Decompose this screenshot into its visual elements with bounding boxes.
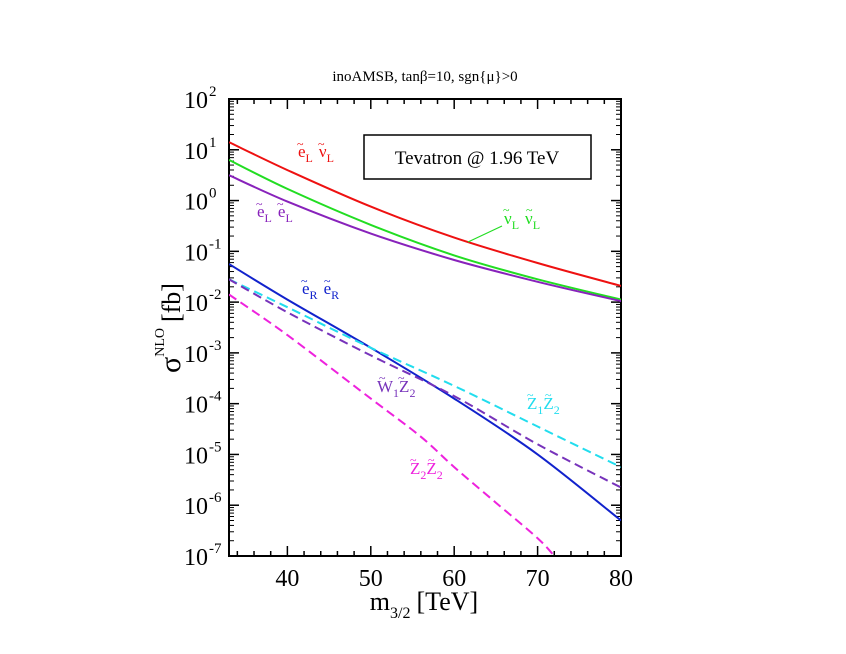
y-tick-label: 10	[184, 494, 208, 520]
series-curves	[229, 141, 621, 556]
svg-text:~: ~	[277, 197, 284, 211]
series-line-er-er	[229, 263, 621, 522]
label-Z2-Z2: Z2Z2 ~ ~	[410, 453, 443, 482]
svg-text:~: ~	[301, 274, 308, 288]
label-eL-eL: eL eL ~ ~	[256, 197, 293, 225]
svg-text:~: ~	[398, 371, 405, 385]
y-tick-exponent: -5	[209, 439, 222, 455]
pointer-nuL-nuL	[467, 225, 503, 243]
y-tick-exponent: -7	[209, 541, 222, 557]
x-tick-label: 40	[275, 566, 299, 592]
y-tick-label: 10	[184, 443, 208, 469]
y-tick-exponent: 0	[209, 186, 217, 202]
y-tick-exponent: -6	[209, 490, 222, 506]
series-line-w1-z2	[229, 278, 621, 489]
series-line-z1-z2	[229, 278, 621, 469]
label-W1-Z2: W1Z2 ~ ~	[377, 371, 415, 400]
x-tick-label: 50	[359, 566, 383, 592]
x-axis-label: m3/2 [TeV]	[370, 587, 478, 622]
y-tick-exponent: -1	[209, 236, 222, 252]
y-axis-label: σNLO[fb]	[153, 283, 187, 373]
label-eL-nuL-a: e	[298, 142, 306, 161]
svg-text:Z2Z2: Z2Z2	[410, 459, 443, 482]
svg-text:~: ~	[324, 274, 331, 288]
label-Z1-Z2: Z1Z2 ~ ~	[527, 388, 560, 417]
svg-text:~: ~	[297, 137, 304, 151]
y-tick-exponent: 1	[209, 135, 217, 151]
svg-text:~: ~	[545, 388, 552, 402]
svg-text:W1Z2: W1Z2	[377, 377, 415, 400]
svg-text:~: ~	[527, 388, 534, 402]
legend-box	[363, 134, 592, 180]
svg-text:~: ~	[379, 371, 386, 385]
label-nuL-nuL: νL νL ~ ~	[503, 203, 540, 232]
y-tick-exponent: -2	[209, 287, 222, 303]
y-tick-label: 10	[184, 240, 208, 266]
svg-text:~: ~	[428, 453, 435, 467]
svg-text:~: ~	[526, 203, 533, 217]
svg-text:Z1Z2: Z1Z2	[527, 394, 560, 417]
series-line-nul-nul	[229, 159, 621, 301]
series-line-z2-z2	[229, 293, 556, 556]
y-tick-label: 10	[184, 393, 208, 419]
svg-text:~: ~	[256, 197, 263, 211]
y-tick-exponent: -4	[209, 389, 222, 405]
y-tick-exponent: -3	[209, 338, 222, 354]
svg-text:σNLO[fb]: σNLO[fb]	[153, 283, 187, 373]
chart-title: inoAMSB, tanβ=10, sgn{μ}>0	[332, 69, 517, 85]
series-line-el-nul	[229, 141, 621, 287]
y-tick-label: 10	[184, 88, 208, 114]
svg-text:~: ~	[410, 453, 417, 467]
y-tick-label: 10	[184, 545, 208, 571]
label-eR-eR: eR eR ~ ~	[301, 274, 339, 302]
svg-text:~: ~	[318, 137, 325, 151]
x-tick-label: 80	[609, 566, 633, 592]
label-eL-nuL: eL νL ~ ~	[297, 137, 334, 165]
series-line-el-el	[229, 174, 621, 303]
x-tick-label: 60	[442, 566, 466, 592]
y-tick-label: 10	[184, 291, 208, 317]
plot-frame	[228, 98, 622, 557]
svg-text:~: ~	[503, 203, 510, 217]
x-tick-label: 70	[526, 566, 550, 592]
y-tick-label: 10	[184, 342, 208, 368]
legend-text: Tevatron @ 1.96 TeV	[395, 148, 560, 169]
y-tick-exponent: 2	[209, 84, 217, 100]
y-tick-label: 10	[184, 139, 208, 165]
y-tick-label: 10	[184, 190, 208, 216]
